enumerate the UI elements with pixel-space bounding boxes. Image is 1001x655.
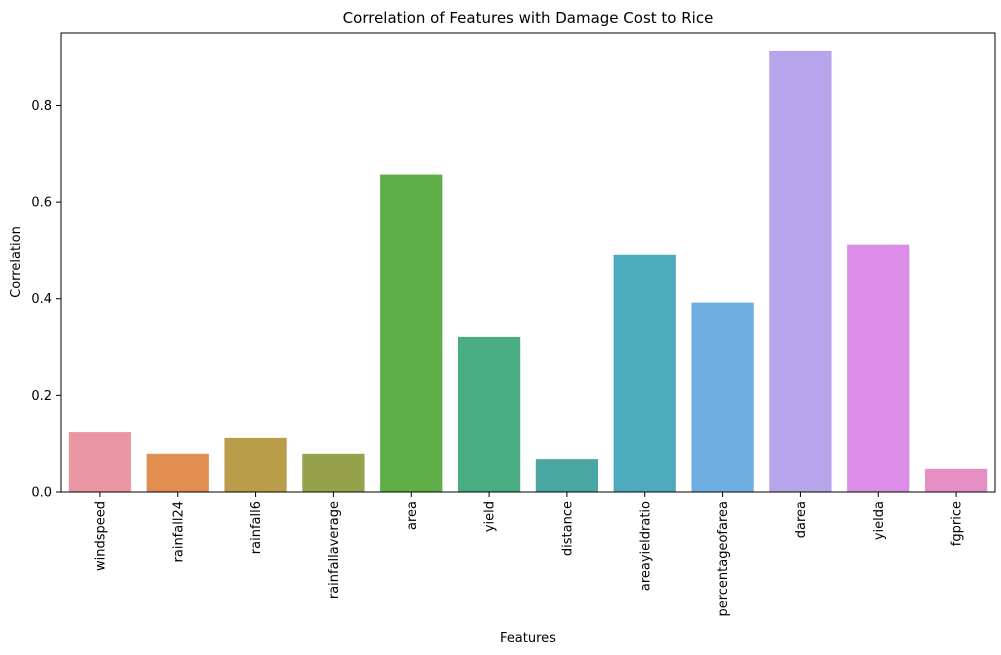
y-tick-label: 0.6 (31, 196, 52, 211)
bar-rainfallaverage (302, 453, 365, 492)
bar-area (380, 174, 443, 492)
y-tick-label: 0.8 (31, 99, 52, 114)
bar-rainfall24 (146, 453, 209, 492)
x-tick-label-rainfall6: rainfall6 (249, 501, 264, 554)
x-tick-label-areayieldratio: areayieldratio (638, 501, 653, 591)
x-tick-label-yield: yield (483, 501, 498, 532)
y-axis: 0.0 0.2 0.4 0.6 0.8 (31, 99, 61, 501)
bars-group (68, 50, 988, 492)
plot-frame (60, 32, 996, 493)
x-tick-label-distance: distance (560, 501, 575, 556)
x-tick-label-rainfall24: rainfall24 (171, 501, 186, 562)
x-tick-label-rainfallaverage: rainfallaverage (327, 501, 342, 599)
y-axis-label: Correlation (9, 226, 24, 298)
bar-distance (535, 459, 599, 492)
x-tick-label-darea: darea (794, 501, 809, 538)
bar-yield (457, 336, 521, 492)
x-tick-label-fgprice: fgprice (950, 501, 965, 546)
y-tick-label: 0.4 (31, 292, 52, 307)
bar-areayieldratio (613, 254, 676, 492)
y-tick-label: 0.0 (31, 486, 52, 501)
bar-fgprice (924, 468, 988, 492)
bar-darea (769, 50, 832, 492)
x-tick-label-percentageofarea: percentageofarea (716, 501, 731, 617)
x-tick-label-area: area (405, 501, 420, 530)
bar-percentageofarea (691, 302, 754, 492)
x-axis: windspeed rainfall24 rainfall6 rainfallaver… (93, 492, 965, 617)
bar-yielda (847, 244, 910, 492)
x-tick-label-windspeed: windspeed (93, 501, 108, 571)
x-axis-label: Features (500, 631, 556, 646)
chart-title: Correlation of Features with Damage Cost… (343, 9, 714, 27)
bar-windspeed (68, 432, 132, 492)
x-tick-label-yielda: yielda (872, 501, 887, 540)
y-tick-label: 0.2 (31, 389, 52, 404)
bar-rainfall6 (224, 437, 287, 492)
